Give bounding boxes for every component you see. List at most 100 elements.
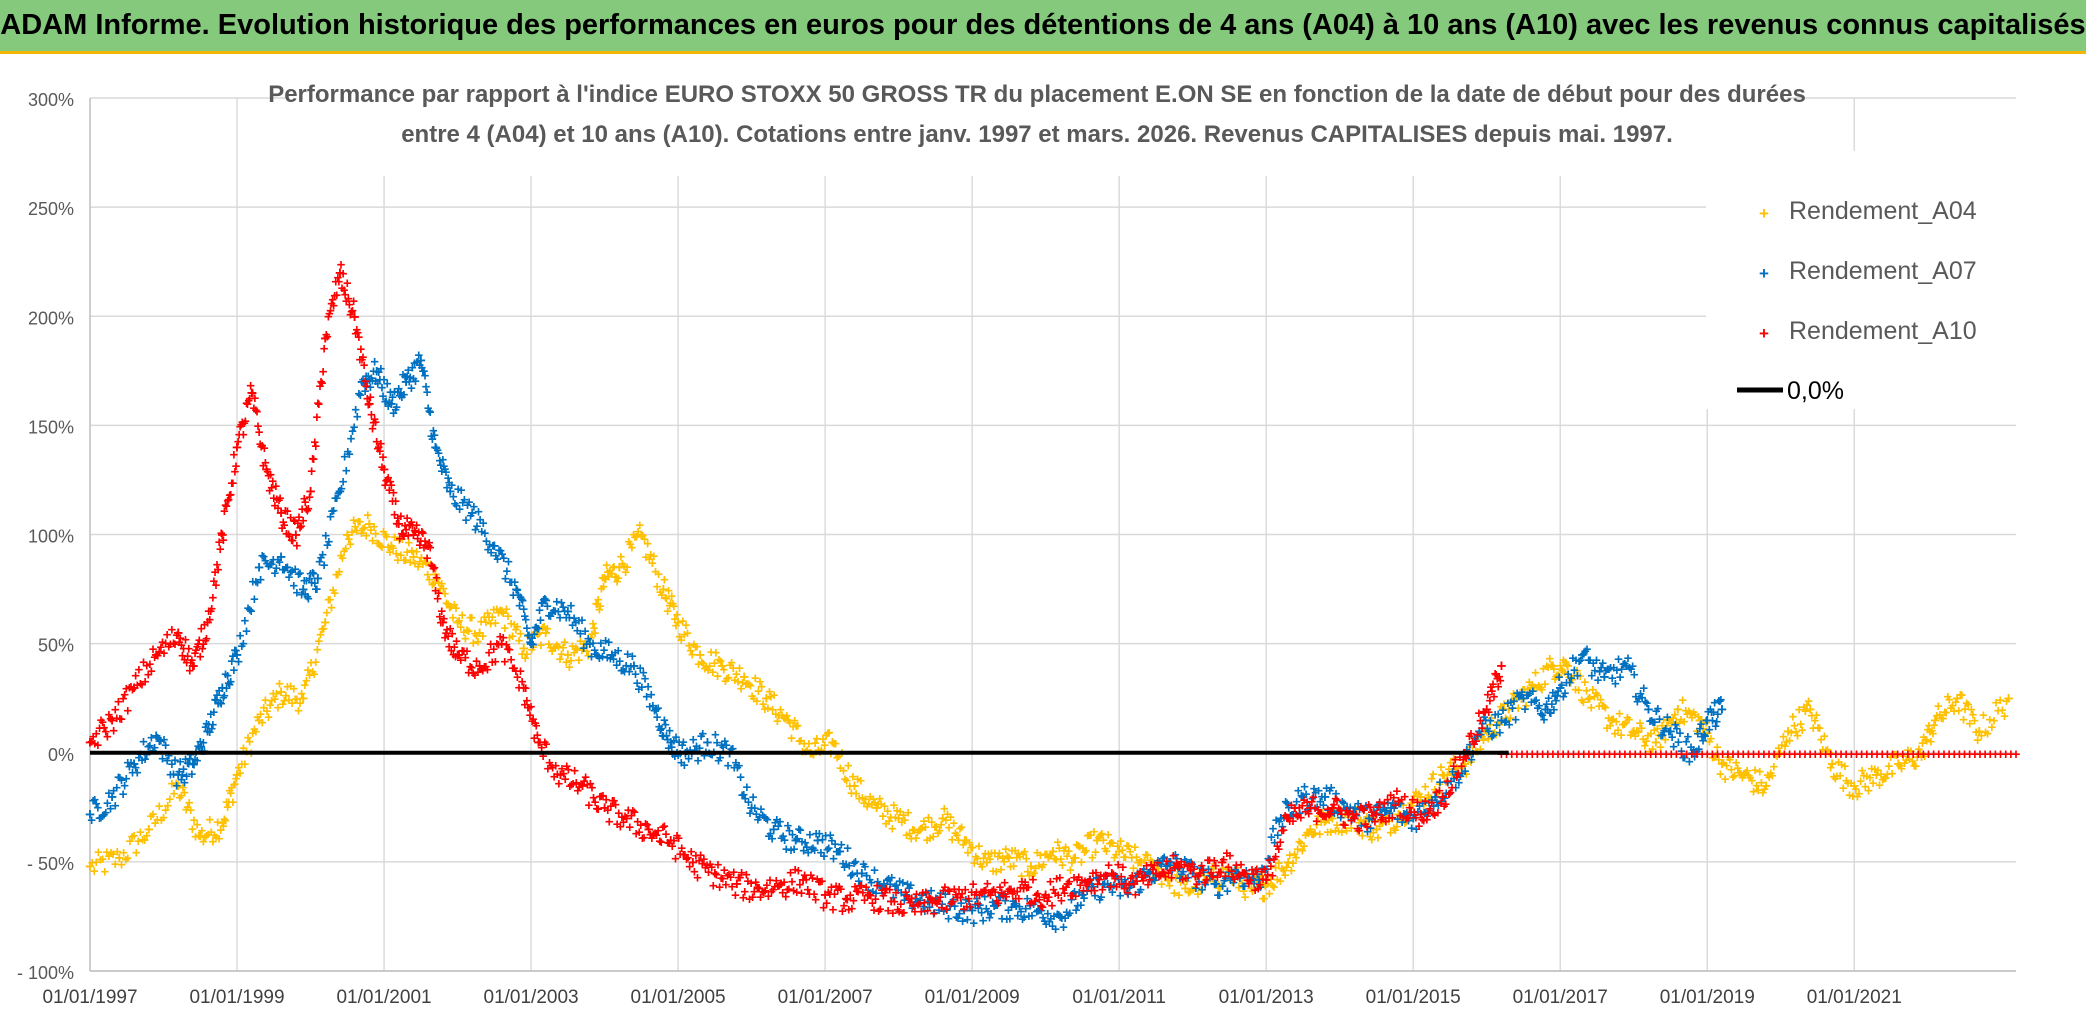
data-point-interp: + bbox=[100, 863, 109, 880]
data-point-interp: + bbox=[1276, 873, 1285, 890]
data-point-interp: + bbox=[466, 610, 475, 627]
data-point-interp: + bbox=[245, 734, 254, 751]
performance-scatter-chart: 300% 250% 200% 150% 100% 50% 0% - 50% - 100% 01/0… bbox=[0, 56, 2086, 1031]
data-point-interp: + bbox=[778, 707, 787, 724]
data-point: + bbox=[1202, 870, 1212, 889]
data-point-interp: + bbox=[1167, 870, 1176, 887]
data-point-interp: + bbox=[315, 396, 324, 413]
data-point-interp: + bbox=[1060, 843, 1069, 860]
data-point-interp: + bbox=[134, 833, 143, 850]
data-point-interp: + bbox=[954, 832, 963, 849]
data-point-interp: + bbox=[1019, 846, 1028, 863]
data-point-interp: + bbox=[1104, 826, 1113, 843]
data-point-interp: + bbox=[795, 733, 804, 750]
data-point-interp: + bbox=[450, 597, 459, 614]
data-point-interp: + bbox=[576, 633, 585, 650]
data-point-interp: + bbox=[1097, 825, 1106, 842]
data-point-interp: + bbox=[477, 614, 486, 631]
data-point: + bbox=[217, 814, 227, 833]
data-point-interp: + bbox=[964, 844, 973, 861]
data-point-interp: + bbox=[467, 609, 476, 626]
data-point-interp: + bbox=[494, 604, 503, 621]
data-point-interp: + bbox=[489, 601, 498, 618]
data-point-interp: + bbox=[834, 748, 843, 765]
chart-title-line-2: entre 4 (A04) et 10 ans (A10). Cotations… bbox=[401, 121, 1673, 148]
data-point-interp: + bbox=[932, 819, 941, 836]
data-point-interp: + bbox=[613, 574, 622, 591]
data-point-interp: + bbox=[945, 820, 954, 837]
data-point-interp: + bbox=[1108, 835, 1117, 852]
x-tick-label: 01/01/1997 bbox=[42, 987, 137, 1008]
data-point-interp: + bbox=[1146, 852, 1155, 869]
data-point: + bbox=[2004, 689, 2014, 708]
data-point-interp: + bbox=[869, 791, 878, 808]
data-point-interp: + bbox=[743, 676, 752, 693]
data-point-interp: + bbox=[1075, 838, 1084, 855]
data-point-interp: + bbox=[981, 845, 990, 862]
data-point-interp: + bbox=[890, 797, 899, 814]
data-point: + bbox=[1247, 879, 1257, 898]
data-point-interp: + bbox=[693, 639, 702, 656]
data-point-interp: + bbox=[1248, 883, 1257, 900]
data-point-interp: + bbox=[1298, 842, 1307, 859]
data-point-interp: + bbox=[749, 691, 758, 708]
data-point-interp: + bbox=[1171, 869, 1180, 886]
data-point-interp: + bbox=[989, 863, 998, 880]
data-point-interp: + bbox=[502, 601, 511, 618]
data-point-interp: + bbox=[998, 850, 1007, 867]
data-point-interp: + bbox=[1148, 854, 1157, 871]
data-point-interp: + bbox=[1080, 844, 1089, 861]
data-point-interp: + bbox=[1320, 814, 1329, 831]
data-point-interp: + bbox=[1072, 836, 1081, 853]
data-point-interp: + bbox=[1257, 871, 1266, 888]
y-tick-label: - 50% bbox=[27, 854, 74, 874]
data-point-interp: + bbox=[1063, 848, 1072, 865]
data-point-interp: + bbox=[588, 626, 597, 643]
data-point-interp: + bbox=[426, 404, 435, 421]
chart-title-line-1: Performance par rapport à l'indice EURO … bbox=[268, 81, 1806, 108]
data-point-interp: + bbox=[248, 725, 257, 742]
data-point-interp: + bbox=[746, 678, 755, 695]
data-point-interp: + bbox=[962, 832, 971, 849]
data-point-interp: + bbox=[1164, 873, 1173, 890]
data-point-interp: + bbox=[1031, 860, 1040, 877]
data-point-interp: + bbox=[1009, 858, 1018, 875]
data-point-interp: + bbox=[771, 706, 780, 723]
data-point: + bbox=[306, 482, 316, 501]
data-point-interp: + bbox=[975, 838, 984, 855]
data-point-interp: + bbox=[226, 785, 235, 802]
data-point-interp: + bbox=[651, 564, 660, 581]
data-point-interp: + bbox=[686, 643, 695, 660]
data-point: + bbox=[144, 820, 154, 839]
data-point-interp: + bbox=[609, 560, 618, 577]
data-point-interp: + bbox=[401, 552, 410, 569]
y-tick-label: 200% bbox=[28, 308, 74, 328]
data-point-interp: + bbox=[121, 851, 130, 868]
data-point-interp: + bbox=[219, 818, 228, 835]
data-point-interp: + bbox=[341, 540, 350, 557]
data-point-interp: + bbox=[202, 828, 211, 845]
data-point-interp: + bbox=[891, 809, 900, 826]
data-point-interp: + bbox=[775, 707, 784, 724]
data-point-interp: + bbox=[478, 628, 487, 645]
data-point-interp: + bbox=[1044, 849, 1053, 866]
data-point-interp: + bbox=[272, 686, 281, 703]
data-point-interp: + bbox=[792, 718, 801, 735]
data-point-interp: + bbox=[732, 666, 741, 683]
data-point-interp: + bbox=[183, 799, 192, 816]
data-point-interp: + bbox=[194, 828, 203, 845]
data-point-interp: + bbox=[1251, 870, 1260, 887]
data-point-interp: + bbox=[578, 642, 587, 659]
data-point-interp: + bbox=[858, 789, 867, 806]
data-point-interp: + bbox=[1211, 873, 1220, 890]
data-point-interp: + bbox=[639, 528, 648, 545]
data-point-interp: + bbox=[1323, 824, 1332, 841]
data-point-interp: + bbox=[212, 829, 221, 846]
data-point-interp: + bbox=[921, 819, 930, 836]
data-point-interp: + bbox=[151, 815, 160, 832]
data-point-interp: + bbox=[987, 845, 996, 862]
data-point-interp: + bbox=[724, 669, 733, 686]
data-point-interp: + bbox=[1142, 846, 1151, 863]
data-point-interp: + bbox=[546, 639, 555, 656]
data-point-interp: + bbox=[1110, 849, 1119, 866]
